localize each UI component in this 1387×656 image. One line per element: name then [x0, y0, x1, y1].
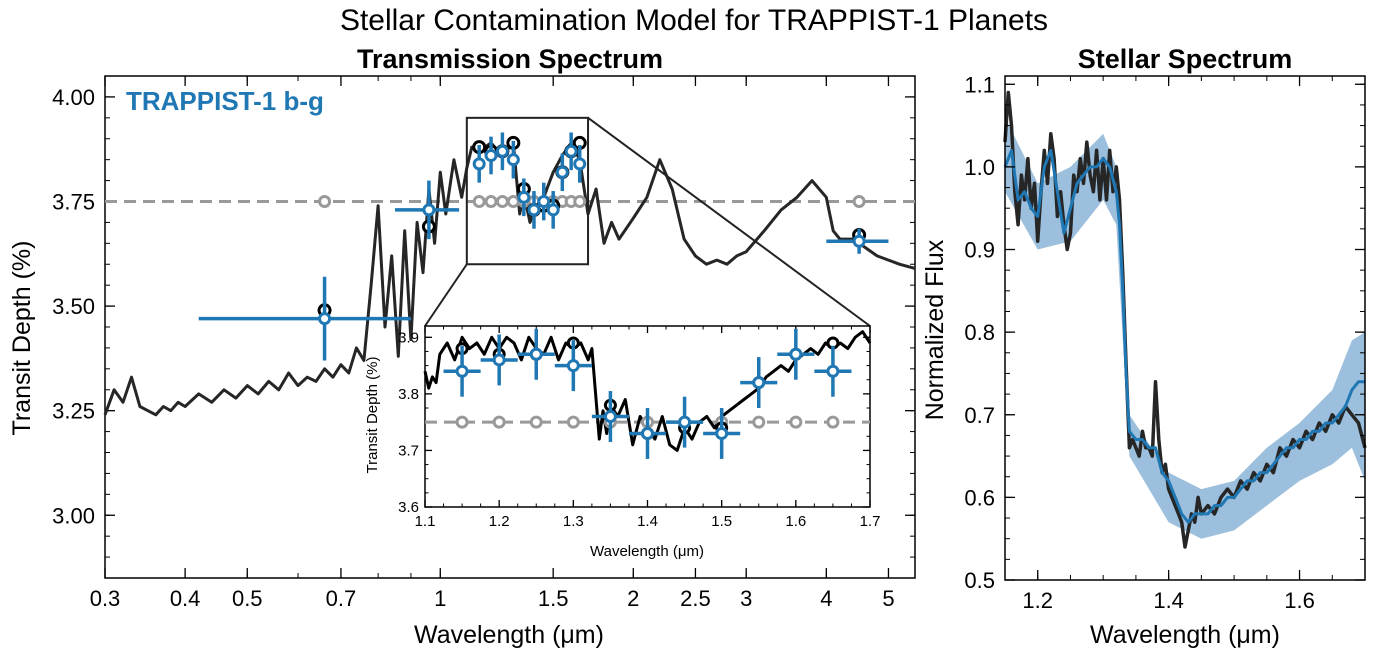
inset-ytick-label: 3.7 — [398, 442, 419, 459]
transmission-xtick-label: 0.5 — [232, 586, 263, 611]
inset-reference-point — [492, 415, 506, 429]
transmission-xtick-label: 2.5 — [680, 586, 711, 611]
reference-point — [484, 195, 498, 208]
inset-xtick-label: 1.7 — [860, 513, 881, 530]
stellar-ytick-label: 0.8 — [964, 320, 995, 345]
stellar-ylabel: Normalized Flux — [921, 239, 949, 420]
stellar-model-line — [1003, 148, 1365, 524]
data-point — [472, 157, 486, 171]
inset-reference-point — [752, 415, 766, 429]
figure-suptitle: Stellar Contamination Model for TRAPPIST… — [340, 4, 1048, 37]
inset-reference-point — [789, 415, 803, 429]
inset-ytick-label: 3.9 — [398, 329, 419, 346]
inset-xtick-label: 1.1 — [415, 513, 436, 530]
stellar-plot: 1.2 1.4 1.6 0.5 0.6 0.7 0.8 0.9 1.0 1.1 — [964, 72, 1367, 613]
inset-data-point — [826, 364, 840, 378]
reference-point — [495, 195, 509, 208]
inset-reference-point — [529, 415, 543, 429]
transmission-xtick-label: 5 — [882, 586, 894, 611]
data-point — [506, 153, 520, 167]
reference-point — [472, 195, 486, 208]
inset-data-point — [752, 376, 766, 390]
inset-xtick-label: 1.3 — [563, 513, 584, 530]
transmission-xtick-label: 4 — [820, 586, 832, 611]
legend-label: TRAPPIST-1 b-g — [126, 86, 324, 116]
stellar-observed-line — [1003, 90, 1367, 549]
transmission-ytick-label: 3.00 — [52, 503, 95, 528]
inset-data-point — [492, 353, 506, 367]
inset-xtick-label: 1.5 — [711, 513, 732, 530]
zoom-connector — [424, 117, 871, 327]
data-point — [537, 195, 551, 208]
data-point — [564, 144, 578, 158]
transmission-ytick-label: 3.25 — [52, 399, 95, 424]
transmission-xtick-label: 0.4 — [170, 586, 201, 611]
transmission-plot: 0.3 0.4 0.5 0.7 1 1.5 2 2.5 3 4 5 3.00 3.25 3.50 3.75 4… — [52, 75, 916, 611]
stellar-xtick-label: 1.4 — [1153, 588, 1184, 613]
stellar-ytick-label: 0.6 — [964, 485, 995, 510]
transmission-xtick-label: 3 — [740, 586, 752, 611]
reference-point — [573, 195, 587, 208]
stellar-ytick-label: 0.9 — [964, 238, 995, 263]
inset-reference-point — [566, 415, 580, 429]
data-point — [495, 144, 509, 158]
inset-model-line — [423, 330, 872, 452]
inset-data-point — [566, 359, 580, 373]
inset-data-point — [678, 415, 692, 429]
transmission-xtick-label: 2 — [627, 586, 639, 611]
transmission-xtick-label: 0.3 — [90, 586, 121, 611]
reference-point — [852, 195, 866, 208]
inset-data-point — [789, 347, 803, 361]
inset-ylabel: Transit Depth (%) — [364, 357, 381, 474]
zoom-box — [465, 116, 590, 266]
transmission-ylabel: Transit Depth (%) — [8, 241, 36, 436]
inset-xlabel: Wavelength (μm) — [590, 543, 704, 560]
transmission-title: Transmission Spectrum — [357, 44, 663, 74]
stellar-ytick-label: 0.5 — [964, 568, 995, 593]
inset-data-point — [715, 426, 729, 440]
inset-ytick-label: 3.6 — [398, 499, 419, 516]
stellar-uncertainty-band — [1005, 117, 1365, 539]
data-point — [852, 234, 866, 248]
data-point — [527, 203, 541, 217]
inset-xtick-label: 1.2 — [489, 513, 510, 530]
transmission-ytick-label: 3.75 — [52, 190, 95, 215]
inset-xtick-label: 1.4 — [637, 513, 658, 530]
stellar-xlabel: Wavelength (μm) — [1090, 621, 1280, 649]
inset-data-point — [455, 364, 469, 378]
inset-reference-point — [826, 415, 840, 429]
transmission-xlabel: Wavelength (μm) — [414, 621, 604, 649]
transmission-ytick-label: 3.50 — [52, 294, 95, 319]
stellar-ytick-label: 1.1 — [964, 72, 995, 97]
data-point — [573, 157, 587, 171]
transmission-xtick-label: 0.7 — [326, 586, 357, 611]
inset-xtick-label: 1.6 — [785, 513, 806, 530]
inset-reference-point — [455, 415, 469, 429]
inset-data-point — [641, 426, 654, 440]
transmission-xtick-label: 1.5 — [538, 586, 569, 611]
stellar-title: Stellar Spectrum — [1078, 44, 1293, 74]
transmission-ytick-label: 4.00 — [52, 85, 95, 110]
zoom-line-right — [587, 117, 871, 327]
stellar-ytick-label: 0.7 — [964, 403, 995, 428]
data-point — [517, 190, 531, 204]
stellar-frame — [1004, 75, 1366, 581]
data-point — [318, 312, 332, 326]
inset-plot: 1.1 1.2 1.3 1.4 1.5 1.6 1.7 3.6 3.7 3.8 3.9 — [398, 325, 881, 530]
inset-ytick-label: 3.8 — [398, 386, 419, 403]
stellar-xtick-label: 1.6 — [1284, 588, 1315, 613]
data-point — [546, 203, 560, 217]
inset-data-point — [529, 347, 543, 361]
stellar-xtick-label: 1.2 — [1022, 588, 1053, 613]
inset-data-point — [603, 410, 617, 423]
data-point — [555, 165, 569, 179]
data-point — [422, 203, 436, 217]
reference-point — [506, 195, 520, 208]
reference-point — [318, 195, 332, 208]
transmission-xtick-label: 1 — [434, 586, 446, 611]
zoom-line-left — [424, 263, 468, 327]
data-point — [484, 148, 498, 162]
stellar-ytick-label: 1.0 — [964, 155, 995, 180]
